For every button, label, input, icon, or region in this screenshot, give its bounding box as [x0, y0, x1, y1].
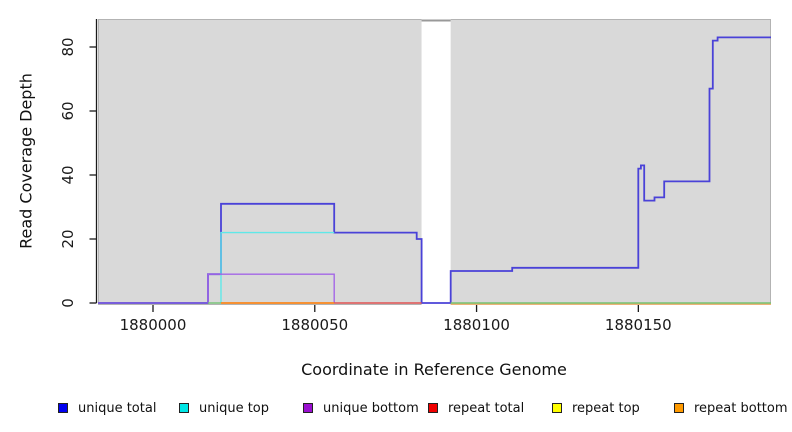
series-unique-bottom: [207, 273, 335, 303]
masked-region: [421, 19, 451, 305]
legend-item-repeat-bottom: repeat bottom: [674, 398, 788, 418]
legend-label: repeat top: [572, 400, 640, 416]
y-tick-label: 0: [59, 298, 77, 308]
y-tick-label: 60: [59, 101, 77, 121]
legend-label: unique bottom: [323, 400, 419, 416]
legend-item-unique-bottom: unique bottom: [303, 398, 419, 418]
legend-item-repeat-total: repeat total: [428, 398, 524, 418]
legend-swatch-icon: [58, 403, 68, 413]
x-tick-label: 1880000: [119, 316, 187, 334]
x-axis-title: Coordinate in Reference Genome: [301, 360, 567, 379]
x-tick-label: 1880100: [443, 316, 510, 334]
y-tick-label: 80: [59, 37, 77, 57]
legend-label: unique top: [199, 400, 270, 416]
legend-swatch-icon: [552, 403, 562, 413]
legend-item-unique-total: unique total: [58, 398, 156, 418]
legend-swatch-icon: [674, 403, 684, 413]
series-unique-total: [98, 36, 771, 304]
x-tick-label: 1880050: [281, 316, 349, 334]
legend-swatch-icon: [179, 403, 189, 413]
y-tick-label: 20: [59, 229, 77, 249]
legend-swatch-icon: [303, 403, 313, 413]
y-tick-label: 40: [59, 165, 77, 185]
legend-label: repeat total: [448, 400, 525, 416]
legend-item-repeat-top: repeat top: [552, 398, 640, 418]
legend: unique total unique top unique bottom repea…: [0, 398, 792, 420]
y-axis-title: Read Coverage Depth: [16, 73, 36, 249]
legend-swatch-icon: [428, 403, 438, 413]
legend-item-unique-top: unique top: [179, 398, 269, 418]
x-tick-label: 1880150: [604, 316, 672, 334]
legend-label: unique total: [78, 400, 157, 416]
series-unique-top: [220, 231, 335, 303]
legend-label: repeat bottom: [694, 400, 788, 416]
